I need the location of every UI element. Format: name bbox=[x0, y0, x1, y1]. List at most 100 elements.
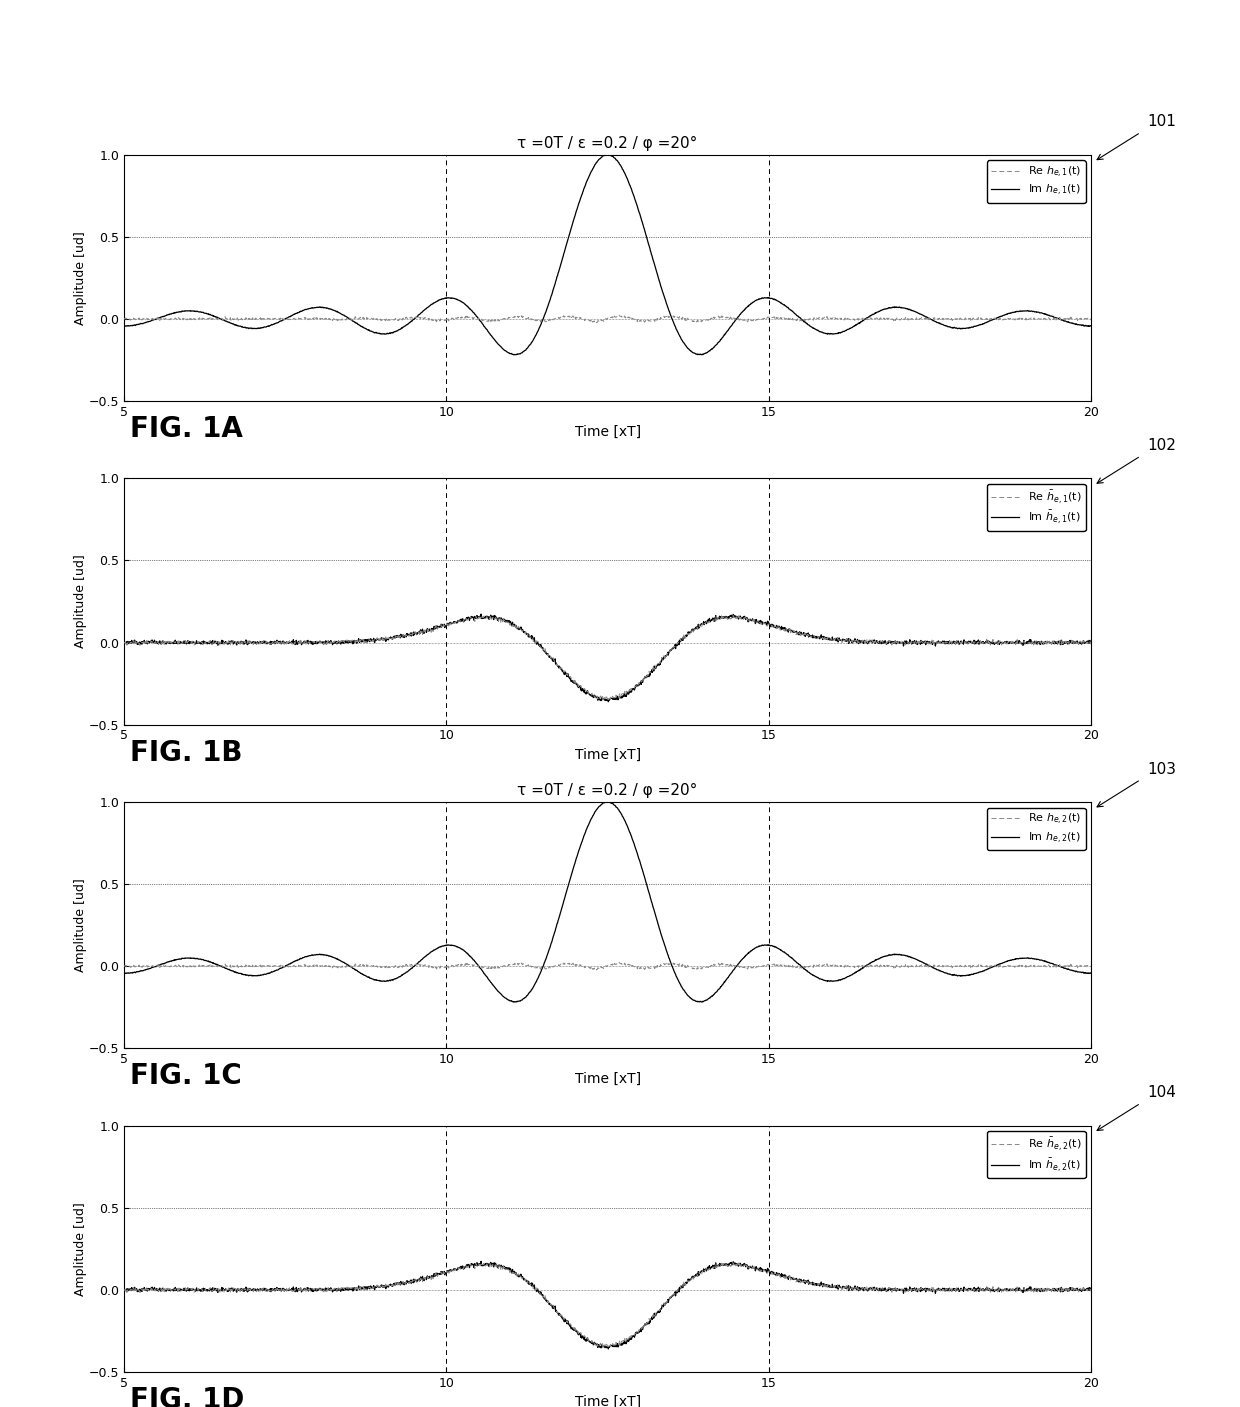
Im $\bar{h}_{e,2}$(t) bbox=[1084, 1279, 1099, 1296]
Im $\bar{h}_{e,1}$(t) bbox=[166, 635, 181, 651]
Legend: Re $\bar{h}_{e,2}$(t), Im $\bar{h}_{e,2}$(t): Re $\bar{h}_{e,2}$(t), Im $\bar{h}_{e,2}… bbox=[987, 1131, 1086, 1178]
Re $h_{e,1}$(t) bbox=[879, 311, 894, 328]
Im $\bar{h}_{e,2}$(t) bbox=[601, 1341, 616, 1358]
Im $\bar{h}_{e,1}$(t) bbox=[474, 605, 489, 622]
Im $h_{e,2}$(t) bbox=[117, 965, 131, 982]
Text: 104: 104 bbox=[1147, 1085, 1176, 1100]
Im $h_{e,1}$(t) bbox=[588, 156, 603, 173]
Im $h_{e,2}$(t) bbox=[601, 794, 616, 810]
Im $h_{e,2}$(t) bbox=[1056, 960, 1071, 976]
Im $\bar{h}_{e,2}$(t) bbox=[588, 1335, 603, 1352]
Re $\bar{h}_{e,1}$(t) bbox=[166, 633, 181, 650]
Line: Re $h_{e,1}$(t): Re $h_{e,1}$(t) bbox=[124, 315, 1091, 322]
Text: 103: 103 bbox=[1147, 761, 1176, 777]
Text: FIG. 1B: FIG. 1B bbox=[130, 739, 243, 767]
Re $\bar{h}_{e,2}$(t) bbox=[1056, 1282, 1071, 1299]
Title: τ =0T / ε =0.2 / φ =20°: τ =0T / ε =0.2 / φ =20° bbox=[517, 136, 698, 151]
Im $h_{e,1}$(t) bbox=[1056, 312, 1071, 329]
Text: FIG. 1D: FIG. 1D bbox=[130, 1386, 244, 1407]
Im $h_{e,2}$(t) bbox=[588, 803, 603, 820]
Im $h_{e,1}$(t) bbox=[166, 305, 181, 322]
Im $\bar{h}_{e,1}$(t) bbox=[879, 636, 894, 653]
Re $\bar{h}_{e,1}$(t) bbox=[1084, 635, 1099, 651]
Re $\bar{h}_{e,2}$(t) bbox=[562, 1314, 577, 1331]
Im $\bar{h}_{e,2}$(t) bbox=[1056, 1283, 1071, 1300]
Text: 101: 101 bbox=[1147, 114, 1176, 129]
Re $h_{e,1}$(t) bbox=[117, 310, 131, 326]
Im $h_{e,1}$(t) bbox=[1056, 312, 1071, 329]
Im $\bar{h}_{e,2}$(t) bbox=[1056, 1280, 1071, 1297]
Im $h_{e,1}$(t) bbox=[117, 318, 131, 335]
Title: τ =0T / ε =0.2 / φ =20°: τ =0T / ε =0.2 / φ =20° bbox=[517, 784, 698, 798]
Re $\bar{h}_{e,1}$(t) bbox=[732, 608, 746, 625]
Re $\bar{h}_{e,2}$(t) bbox=[117, 1282, 131, 1299]
Im $\bar{h}_{e,1}$(t) bbox=[1056, 636, 1071, 653]
Re $h_{e,1}$(t) bbox=[1056, 311, 1071, 328]
Re $\bar{h}_{e,1}$(t) bbox=[117, 635, 131, 651]
Im $h_{e,1}$(t) bbox=[879, 300, 894, 317]
Legend: Re $h_{e,1}$(t), Im $h_{e,1}$(t): Re $h_{e,1}$(t), Im $h_{e,1}$(t) bbox=[987, 160, 1086, 203]
Re $h_{e,2}$(t) bbox=[117, 957, 131, 974]
Line: Im $h_{e,1}$(t): Im $h_{e,1}$(t) bbox=[124, 155, 1091, 355]
Re $h_{e,2}$(t) bbox=[1056, 958, 1071, 975]
Im $\bar{h}_{e,1}$(t) bbox=[562, 668, 577, 685]
Text: 102: 102 bbox=[1147, 438, 1176, 453]
Line: Re $\bar{h}_{e,1}$(t): Re $\bar{h}_{e,1}$(t) bbox=[124, 616, 1091, 701]
Legend: Re $h_{e,2}$(t), Im $h_{e,2}$(t): Re $h_{e,2}$(t), Im $h_{e,2}$(t) bbox=[987, 808, 1086, 850]
Line: Im $\bar{h}_{e,2}$(t): Im $\bar{h}_{e,2}$(t) bbox=[124, 1261, 1091, 1349]
Line: Re $\bar{h}_{e,2}$(t): Re $\bar{h}_{e,2}$(t) bbox=[124, 1263, 1091, 1348]
X-axis label: Time [xT]: Time [xT] bbox=[574, 1396, 641, 1407]
X-axis label: Time [xT]: Time [xT] bbox=[574, 425, 641, 439]
Re $h_{e,2}$(t) bbox=[589, 961, 604, 978]
Re $h_{e,2}$(t) bbox=[562, 955, 577, 972]
Im $\bar{h}_{e,2}$(t) bbox=[562, 1316, 577, 1332]
Im $\bar{h}_{e,1}$(t) bbox=[1056, 633, 1071, 650]
Re $h_{e,2}$(t) bbox=[587, 960, 601, 976]
Text: FIG. 1C: FIG. 1C bbox=[130, 1062, 242, 1090]
Re $\bar{h}_{e,1}$(t) bbox=[601, 692, 616, 709]
Re $\bar{h}_{e,1}$(t) bbox=[1056, 635, 1071, 651]
Re $\bar{h}_{e,2}$(t) bbox=[879, 1282, 894, 1299]
Im $h_{e,1}$(t) bbox=[601, 146, 616, 163]
Y-axis label: Amplitude [ud]: Amplitude [ud] bbox=[74, 878, 87, 972]
Re $h_{e,2}$(t) bbox=[879, 958, 894, 975]
Re $\bar{h}_{e,1}$(t) bbox=[879, 635, 894, 651]
Re $\bar{h}_{e,1}$(t) bbox=[587, 688, 601, 705]
Text: FIG. 1A: FIG. 1A bbox=[130, 415, 243, 443]
Im $\bar{h}_{e,2}$(t) bbox=[166, 1282, 181, 1299]
Im $h_{e,2}$(t) bbox=[506, 993, 521, 1010]
Im $h_{e,2}$(t) bbox=[562, 874, 577, 891]
Im $\bar{h}_{e,1}$(t) bbox=[117, 635, 131, 651]
Re $h_{e,1}$(t) bbox=[589, 314, 604, 331]
Im $h_{e,1}$(t) bbox=[506, 346, 521, 363]
Im $\bar{h}_{e,1}$(t) bbox=[588, 688, 603, 705]
Im $\bar{h}_{e,2}$(t) bbox=[474, 1252, 489, 1269]
Re $\bar{h}_{e,2}$(t) bbox=[166, 1280, 181, 1297]
Im $h_{e,2}$(t) bbox=[166, 953, 181, 969]
Im $\bar{h}_{e,2}$(t) bbox=[879, 1283, 894, 1300]
Im $h_{e,2}$(t) bbox=[1056, 960, 1071, 976]
Re $h_{e,2}$(t) bbox=[166, 958, 181, 975]
Re $\bar{h}_{e,2}$(t) bbox=[1056, 1283, 1071, 1300]
Re $h_{e,2}$(t) bbox=[611, 954, 626, 971]
Y-axis label: Amplitude [ud]: Amplitude [ud] bbox=[74, 231, 87, 325]
Re $h_{e,1}$(t) bbox=[1056, 311, 1071, 328]
Legend: Re $\bar{h}_{e,1}$(t), Im $\bar{h}_{e,1}$(t): Re $\bar{h}_{e,1}$(t), Im $\bar{h}_{e,1}… bbox=[987, 484, 1086, 530]
Line: Im $h_{e,2}$(t): Im $h_{e,2}$(t) bbox=[124, 802, 1091, 1002]
Re $h_{e,1}$(t) bbox=[1084, 311, 1099, 328]
Y-axis label: Amplitude [ud]: Amplitude [ud] bbox=[74, 554, 87, 649]
Line: Im $\bar{h}_{e,1}$(t): Im $\bar{h}_{e,1}$(t) bbox=[124, 613, 1091, 702]
Re $h_{e,1}$(t) bbox=[166, 311, 181, 328]
Re $\bar{h}_{e,2}$(t) bbox=[1084, 1282, 1099, 1299]
Re $h_{e,1}$(t) bbox=[587, 312, 601, 329]
Re $\bar{h}_{e,2}$(t) bbox=[587, 1335, 601, 1352]
Y-axis label: Amplitude [ud]: Amplitude [ud] bbox=[74, 1202, 87, 1296]
Im $\bar{h}_{e,2}$(t) bbox=[117, 1282, 131, 1299]
Im $\bar{h}_{e,1}$(t) bbox=[1084, 632, 1099, 649]
Im $h_{e,1}$(t) bbox=[1084, 318, 1099, 335]
Im $h_{e,2}$(t) bbox=[1084, 965, 1099, 982]
Im $h_{e,2}$(t) bbox=[879, 947, 894, 964]
Im $\bar{h}_{e,1}$(t) bbox=[601, 694, 616, 711]
Re $\bar{h}_{e,1}$(t) bbox=[1056, 636, 1071, 653]
Re $h_{e,1}$(t) bbox=[611, 307, 626, 324]
